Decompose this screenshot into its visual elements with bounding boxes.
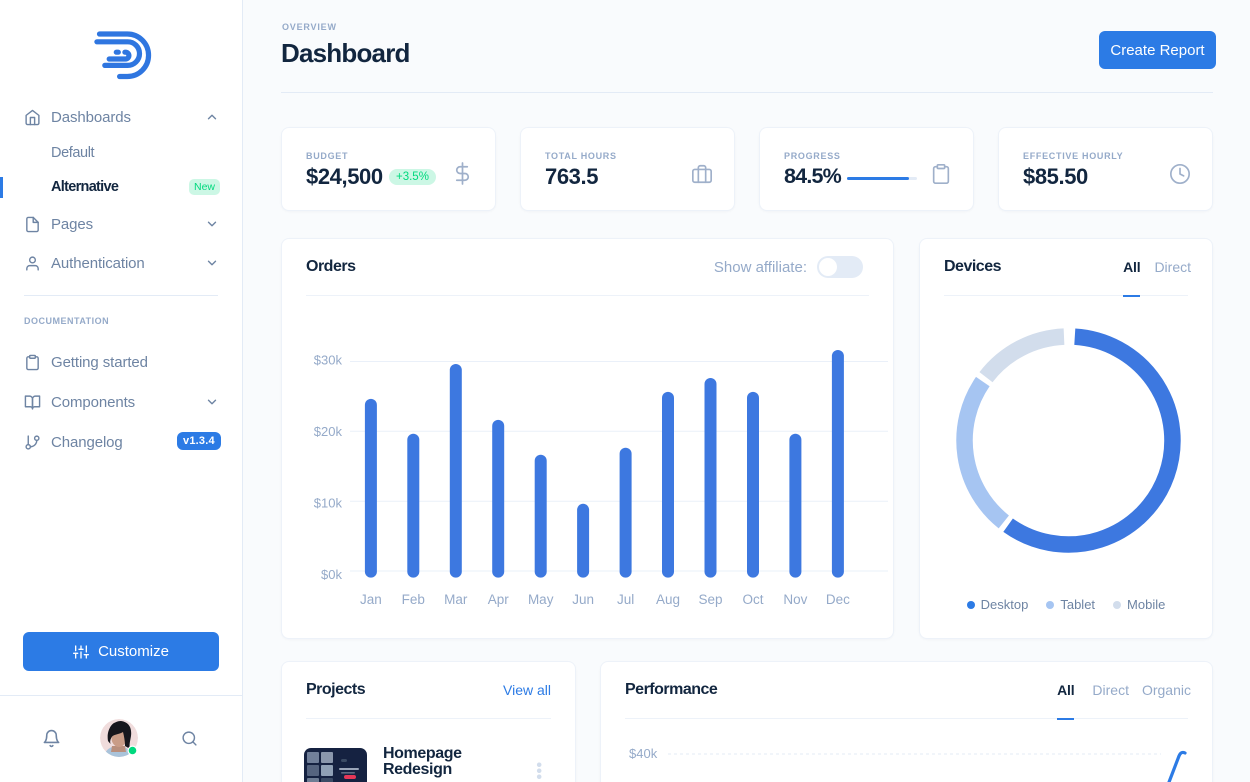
svg-text:Jun: Jun [572, 592, 594, 607]
svg-text:Sep: Sep [698, 592, 722, 607]
svg-text:Jul: Jul [617, 592, 634, 607]
svg-text:Jan: Jan [360, 592, 382, 607]
svg-text:$30k: $30k [314, 352, 343, 367]
svg-text:Mar: Mar [444, 592, 468, 607]
svg-text:$10k: $10k [314, 496, 343, 511]
svg-text:Feb: Feb [402, 592, 425, 607]
svg-text:Oct: Oct [742, 592, 763, 607]
svg-text:Aug: Aug [656, 592, 680, 607]
svg-text:$20k: $20k [314, 424, 343, 439]
svg-text:Nov: Nov [783, 592, 807, 607]
svg-text:$0k: $0k [321, 567, 342, 582]
svg-text:Apr: Apr [488, 592, 510, 607]
svg-text:May: May [528, 592, 554, 607]
svg-text:Dec: Dec [826, 592, 850, 607]
